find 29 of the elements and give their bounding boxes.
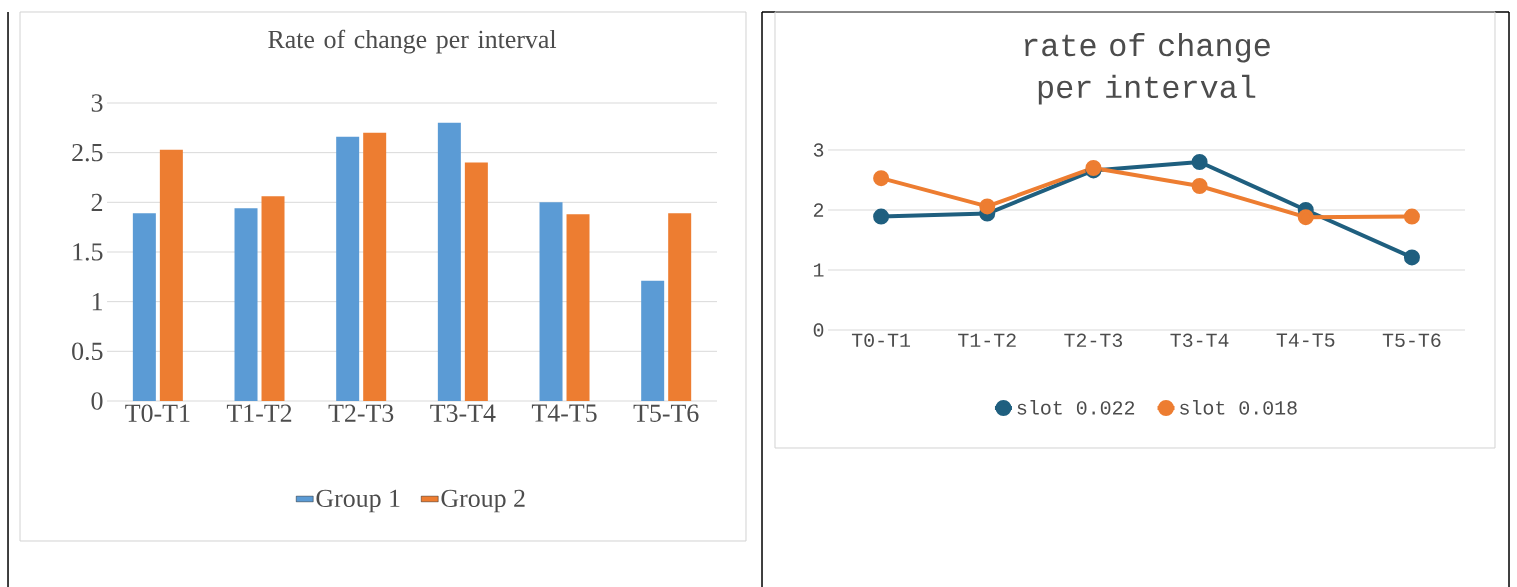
x-tick-label: T0-T1	[851, 333, 911, 348]
y-tick-label: 2	[91, 193, 103, 211]
x-tick-label: T3-T4	[1170, 333, 1229, 348]
legend-label: slot 0.018	[1180, 400, 1297, 415]
y-tick-label: 0	[813, 323, 824, 337]
y-tick-label: 0	[91, 392, 103, 410]
x-tick-label: T2-T3	[1064, 333, 1123, 348]
y-tick-label: 0.5	[72, 342, 103, 361]
y-tick-label: 1.5	[73, 243, 103, 261]
x-tick-label: T3-T4	[430, 404, 496, 422]
y-tick-label: 2.5	[72, 143, 103, 162]
x-tick-label: T1-T2	[226, 404, 292, 422]
y-tick-label: 3	[91, 94, 103, 112]
chart-title: Rate of change per interval	[268, 29, 557, 54]
chart-title: rate of change per interval	[1024, 32, 1270, 105]
y-tick-label: 1	[813, 263, 824, 277]
x-tick-label: T0-T1	[125, 404, 190, 422]
x-tick-label: T4-T5	[1276, 333, 1335, 347]
legend-label: slot 0.022	[1017, 400, 1135, 415]
y-tick-label: 2	[813, 203, 824, 217]
legend-label: Group 1	[316, 489, 400, 513]
y-tick-label: 3	[813, 143, 824, 157]
x-tick-label: T2-T3	[328, 404, 394, 422]
x-tick-label: T4-T5	[531, 404, 597, 422]
x-tick-label: T1-T2	[958, 333, 1016, 347]
x-tick-label: T5-T6	[1382, 333, 1441, 348]
legend-label: Group 2	[441, 489, 525, 513]
x-tick-label: T5-T6	[633, 404, 699, 422]
y-tick-label: 1	[92, 293, 102, 311]
